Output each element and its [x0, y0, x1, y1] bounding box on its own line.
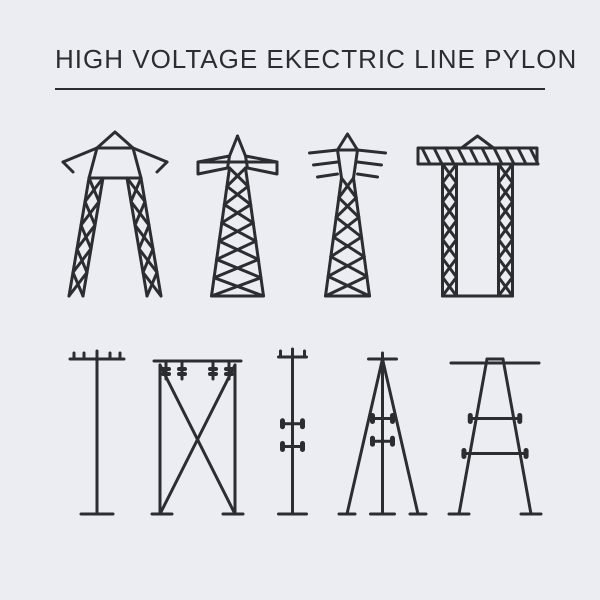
pole-simple-t-icon — [62, 345, 132, 520]
infographic-canvas: HIGH VOLTAGE EKECTRIC LINE PYLON — [0, 0, 600, 600]
pole-a-frame-icon — [445, 345, 545, 520]
pole-tripod-icon — [335, 345, 430, 520]
pole-single-icon — [265, 345, 320, 520]
pylon-tapered-lattice-icon — [190, 130, 285, 300]
pole-x-brace-icon — [150, 345, 245, 520]
pylon-lattice-wide-a-icon — [55, 130, 175, 300]
pylon-narrow-t-top-icon — [300, 130, 395, 300]
icon-grid — [0, 0, 600, 600]
pylon-wide-flat-top-icon — [410, 130, 545, 300]
